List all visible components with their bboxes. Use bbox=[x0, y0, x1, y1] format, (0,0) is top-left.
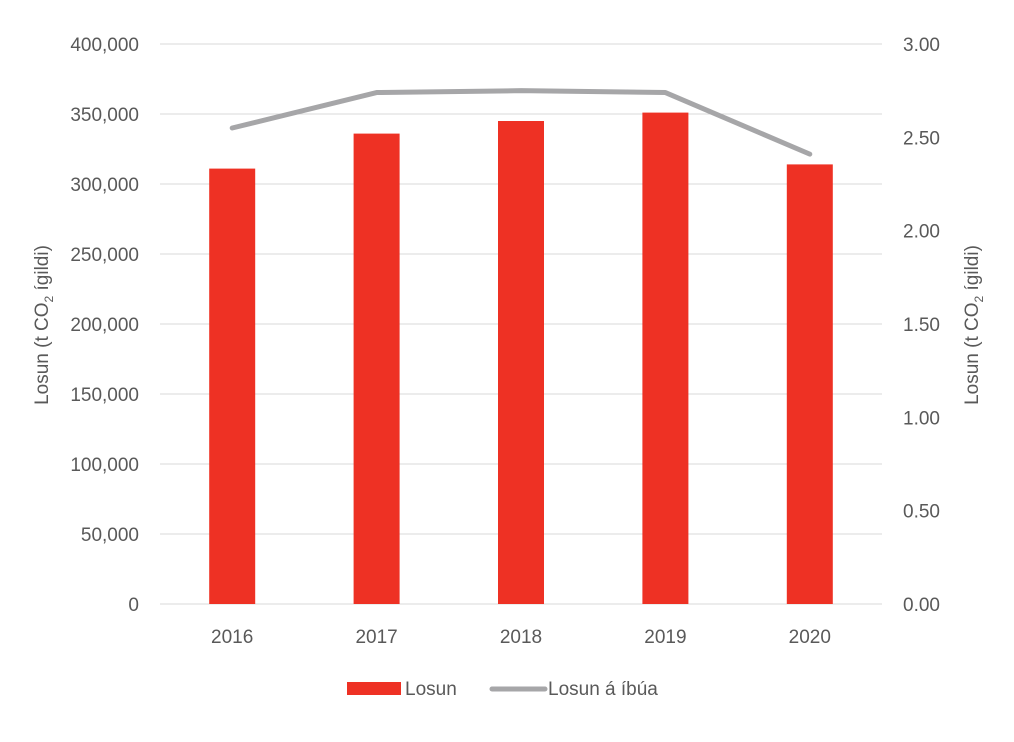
legend-label-losun: Losun bbox=[405, 679, 457, 700]
left-tick-label: 200,000 bbox=[70, 315, 139, 336]
x-tick-label: 2020 bbox=[789, 627, 831, 648]
right-axis-ticks: 0.00 0.50 1.00 1.50 2.00 2.50 3.00 bbox=[903, 35, 940, 616]
right-tick-label: 1.50 bbox=[903, 315, 940, 336]
left-tick-label: 0 bbox=[128, 595, 139, 616]
left-tick-label: 350,000 bbox=[70, 105, 139, 126]
left-tick-label: 250,000 bbox=[70, 245, 139, 266]
x-axis-ticks: 2016 2017 2018 2019 2020 bbox=[211, 627, 831, 648]
right-tick-label: 2.00 bbox=[903, 222, 940, 243]
bar bbox=[353, 133, 400, 604]
bar bbox=[642, 112, 689, 604]
x-tick-label: 2016 bbox=[211, 627, 253, 648]
bar-series-losun bbox=[209, 112, 833, 604]
bar bbox=[786, 164, 833, 604]
right-tick-label: 0.50 bbox=[903, 502, 940, 523]
line-series-losun-a-ibua bbox=[229, 88, 813, 157]
left-tick-label: 400,000 bbox=[70, 35, 139, 56]
left-axis-title: Losun (t CO2 ígildi) bbox=[32, 245, 56, 405]
left-tick-label: 300,000 bbox=[70, 175, 139, 196]
x-tick-label: 2019 bbox=[644, 627, 686, 648]
x-tick-label: 2018 bbox=[500, 627, 542, 648]
right-tick-label: 3.00 bbox=[903, 35, 940, 56]
left-axis-ticks: 0 50,000 100,000 150,000 200,000 250,000 300,0… bbox=[70, 35, 139, 616]
right-tick-label: 1.00 bbox=[903, 408, 940, 429]
right-tick-label: 0.00 bbox=[903, 595, 940, 616]
legend-swatch-losun bbox=[347, 682, 401, 695]
right-axis-title: Losun (t CO2 ígildi) bbox=[962, 245, 986, 405]
left-tick-label: 150,000 bbox=[70, 385, 139, 406]
x-tick-label: 2017 bbox=[355, 627, 397, 648]
right-tick-label: 2.50 bbox=[903, 128, 940, 149]
legend-label-losun-a-ibua: Losun á íbúa bbox=[548, 679, 658, 700]
left-tick-label: 100,000 bbox=[70, 455, 139, 476]
bar bbox=[209, 168, 256, 604]
bar bbox=[498, 121, 544, 604]
left-tick-label: 50,000 bbox=[81, 525, 139, 546]
legend: Losun Losun á íbúa bbox=[347, 679, 658, 700]
